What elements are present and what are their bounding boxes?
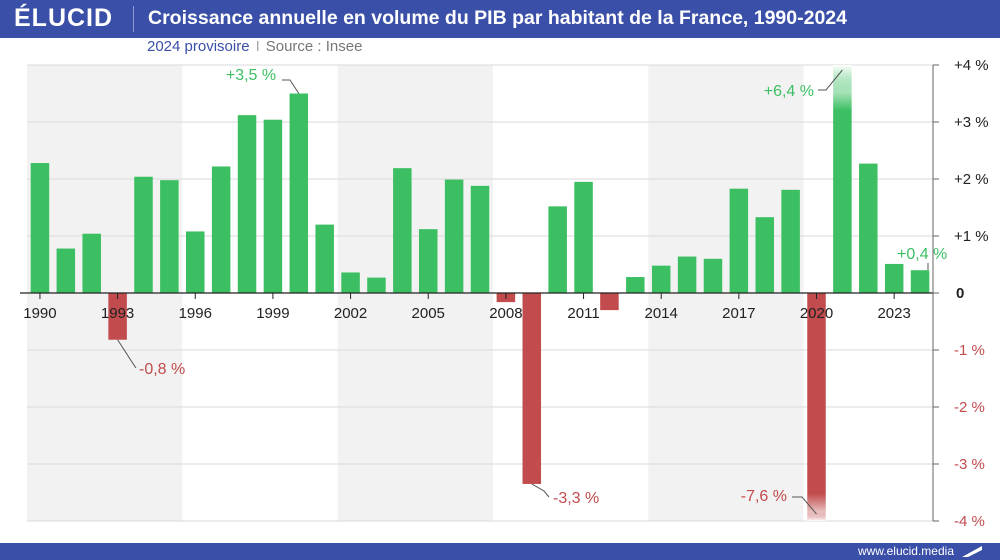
bar-2016 [703,258,723,293]
annotations: -0,8 % +3,5 % -3,3 % -7,6 % +6,4 % +0,4 % [117,67,947,515]
x-tick-label: 1990 [23,305,56,322]
y-tick-labels: +4 % +3 % +2 % +1 % 0 -1 % -2 % -3 % -4 % [954,57,989,530]
y-tick-label: -4 % [954,513,985,530]
bar-1999 [263,119,283,293]
x-tick-label: 2008 [489,305,522,322]
bar-2022 [859,163,878,293]
bar-1998 [237,115,257,293]
annotation-leader [282,79,300,94]
x-tick-label: 2002 [334,305,367,322]
y-tick-label: 0 [956,285,964,302]
bar-2001 [315,224,334,293]
axes [20,65,934,521]
subtitle-separator: I [255,38,260,55]
bar-2007 [470,185,490,293]
bar-1992 [82,233,101,293]
y-tick-label: +3 % [954,114,989,131]
y-tick-label: +4 % [954,57,989,74]
footer-bar: www.elucid.media [0,543,1000,560]
bar-1995 [160,180,179,293]
annotation-label-2000: +3,5 % [226,67,276,84]
x-tick-label: 2005 [412,305,445,322]
subtitle-source: Source : Insee [265,38,363,55]
bar-2006 [444,179,464,293]
y-tick-label: +1 % [954,228,989,245]
annotation-label-2024: +0,4 % [897,246,947,263]
bar-2014 [651,265,671,293]
brand-logo: ÉLUCID [14,4,114,32]
brand-mark-icon [962,546,982,557]
bar-2018 [755,217,774,293]
bar-2002 [341,272,360,293]
bar-2012 [600,293,619,311]
bar-2019 [781,189,800,293]
x-tick-label: 2014 [645,305,678,322]
y-tick-label: -2 % [954,399,985,416]
bar-1990 [30,163,50,293]
bar-2017 [729,188,749,293]
bar-1994 [134,176,153,293]
annotation-leader [531,483,550,498]
header-divider [133,6,134,32]
bar-2005 [418,229,438,293]
bar-2003 [367,277,386,293]
bar-1996 [186,231,205,293]
bar-2024 [910,270,930,293]
y-tick-label: -1 % [954,342,985,359]
subtitle-provisional: 2024 provisoire [147,38,250,55]
bar-2023 [884,263,904,293]
x-tick-labels: 1990 1993 1996 1999 2002 2005 2008 2011 2014 2017… [23,293,911,322]
y-tick-label: -3 % [954,456,985,473]
x-tick-label: 1993 [101,305,134,322]
annotation-leader [117,339,137,369]
x-tick-label: 1999 [256,305,289,322]
bars [30,65,930,521]
gridlines [27,64,939,522]
annotation-label-2021: +6,4 % [764,83,814,100]
chart-title: Croissance annuelle en volume du PIB par… [148,7,848,29]
annotation-label-2009: -3,3 % [553,490,599,507]
bar-1997 [211,166,231,293]
header-bar: ÉLUCID Croissance annuelle en volume du … [0,0,1000,38]
bar-2011 [574,181,593,293]
bar-2004 [393,168,412,293]
annotation-leader [818,69,843,91]
annotation-label-1993: -0,8 % [139,361,185,378]
x-tick-label: 2017 [722,305,755,322]
bar-1993 [108,293,127,340]
x-tick-label: 2023 [877,305,910,322]
bar-2010 [548,206,567,293]
bar-1991 [56,248,76,293]
bar-2013 [626,277,645,293]
bar-2000 [289,93,309,293]
subtitle: 2024 provisoire I Source : Insee [147,38,362,55]
bar-2021 [833,65,852,293]
footer-url: www.elucid.media [857,544,954,558]
x-tick-label: 2011 [567,305,599,322]
x-tick-label: 1996 [179,305,212,322]
bar-2009 [522,293,542,484]
bar-2020 [807,293,826,521]
y-tick-label: +2 % [954,171,989,188]
bar-2015 [677,256,697,293]
annotation-leader [792,496,817,515]
x-tick-label: 2020 [800,305,833,322]
annotation-label-2020: -7,6 % [741,488,787,505]
